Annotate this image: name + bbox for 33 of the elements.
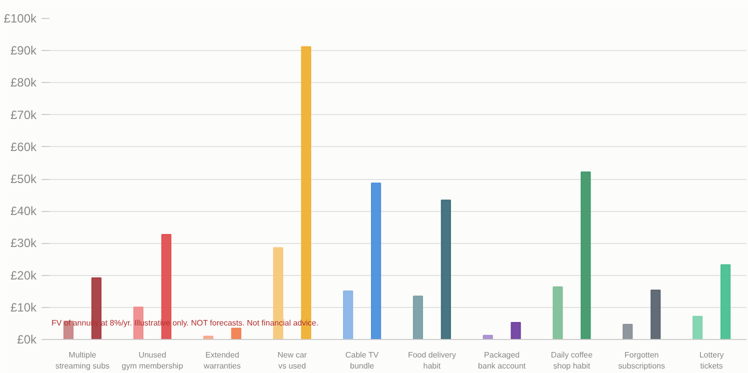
y-tick-label: £10k bbox=[10, 300, 38, 314]
bar bbox=[231, 328, 242, 340]
y-tick-label: £60k bbox=[10, 140, 38, 154]
x-tick-label: Forgotten subscriptions bbox=[618, 350, 665, 370]
bar bbox=[580, 171, 591, 340]
y-tick-label: £0k bbox=[17, 332, 38, 346]
bar bbox=[552, 286, 563, 340]
bar bbox=[370, 182, 382, 340]
bar bbox=[720, 264, 731, 340]
x-tick-label: Extended warranties bbox=[202, 350, 241, 370]
x-tick-label: Unused gym membership bbox=[122, 350, 184, 370]
y-tick-label: £70k bbox=[10, 108, 38, 122]
bar bbox=[343, 290, 354, 340]
y-tick-label: £80k bbox=[10, 76, 38, 90]
x-tick-label: Food delivery habit bbox=[408, 350, 456, 370]
x-tick-label: New car vs used bbox=[277, 350, 308, 370]
y-tick-label: £90k bbox=[10, 44, 38, 58]
bar bbox=[622, 324, 633, 340]
y-tick-label: £30k bbox=[10, 236, 38, 250]
y-tick-label: £20k bbox=[10, 268, 38, 282]
y-tick-label: £50k bbox=[10, 172, 38, 186]
x-tick-label: Daily coffee shop habit bbox=[550, 350, 594, 370]
y-tick-label: £100k bbox=[4, 12, 38, 26]
bar bbox=[510, 322, 521, 340]
bar bbox=[440, 200, 451, 340]
x-tick-label: Lottery tickets bbox=[699, 350, 724, 370]
x-tick-label: Packaged bank account bbox=[478, 350, 526, 370]
x-tick-label: Cable TV bundle bbox=[345, 350, 380, 370]
x-tick-label: Multiple streaming subs bbox=[55, 350, 110, 370]
bar bbox=[692, 316, 703, 340]
bar bbox=[650, 290, 661, 340]
bar bbox=[412, 296, 424, 340]
y-tick-label: £40k bbox=[10, 204, 38, 218]
